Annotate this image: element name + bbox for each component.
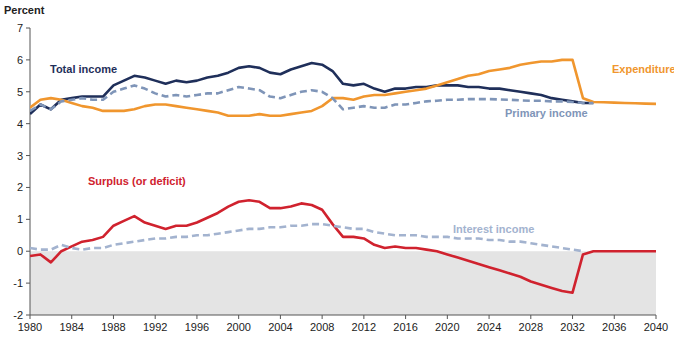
x-tick-label: 1992 <box>143 321 167 333</box>
y-tick-label: 5 <box>17 86 23 98</box>
y-tick-label: 3 <box>17 150 23 162</box>
x-tick <box>30 315 31 319</box>
y-tick-label: 2 <box>17 181 23 193</box>
x-tick <box>71 315 72 319</box>
x-tick <box>656 315 657 319</box>
x-tick-label: 1996 <box>185 321 209 333</box>
y-tick-label: 1 <box>17 213 23 225</box>
y-tick-label: 7 <box>17 22 23 34</box>
series-label: Expenditures <box>612 63 674 75</box>
y-tick <box>26 155 30 156</box>
x-tick-label: 2024 <box>477 321 501 333</box>
x-tick-label: 2016 <box>393 321 417 333</box>
x-tick-label: 2008 <box>310 321 334 333</box>
x-tick <box>113 315 114 319</box>
x-tick-label: 2036 <box>602 321 626 333</box>
x-tick <box>530 315 531 319</box>
y-tick <box>26 251 30 252</box>
x-tick <box>322 315 323 319</box>
y-tick <box>26 283 30 284</box>
x-tick <box>155 315 156 319</box>
x-tick <box>614 315 615 319</box>
y-tick-label: -1 <box>13 277 23 289</box>
y-tick <box>26 123 30 124</box>
x-tick-label: 2012 <box>352 321 376 333</box>
x-tick-label: 2004 <box>268 321 292 333</box>
y-tick <box>26 91 30 92</box>
y-tick-label: 0 <box>17 245 23 257</box>
series-label: Primary income <box>505 107 588 119</box>
y-axis <box>30 28 31 315</box>
x-tick-label: 2020 <box>435 321 459 333</box>
y-tick <box>26 315 30 316</box>
series-line <box>30 200 656 292</box>
x-tick-label: 2028 <box>519 321 543 333</box>
x-axis <box>30 315 656 316</box>
x-tick-label: 1980 <box>18 321 42 333</box>
y-tick <box>26 59 30 60</box>
y-tick <box>26 219 30 220</box>
plot-lines <box>30 60 656 293</box>
x-tick <box>238 315 239 319</box>
x-tick-label: 2032 <box>560 321 584 333</box>
x-tick <box>405 315 406 319</box>
chart: -2 -1 0 1 2 3 4 5 6 7 1980 1984 1988 1992 1996 2000 2004… <box>0 0 674 348</box>
y-tick-label: -2 <box>13 309 23 321</box>
x-tick <box>363 315 364 319</box>
y-tick-label: 6 <box>17 54 23 66</box>
x-tick-label: 2000 <box>226 321 250 333</box>
y-tick <box>26 187 30 188</box>
y-axis-label: Percent <box>4 4 45 16</box>
negative-band <box>30 251 656 315</box>
y-tick-label: 4 <box>17 118 23 130</box>
x-tick-label: 2040 <box>644 321 668 333</box>
x-tick <box>572 315 573 319</box>
series-label: Surplus (or deficit) <box>88 175 186 187</box>
series-label: Interest income <box>453 223 534 235</box>
x-tick <box>489 315 490 319</box>
x-tick-label: 1984 <box>59 321 83 333</box>
series-label: Total income <box>50 63 117 75</box>
y-tick <box>26 28 30 29</box>
x-tick-label: 1988 <box>101 321 125 333</box>
x-tick <box>447 315 448 319</box>
x-tick <box>280 315 281 319</box>
x-tick <box>196 315 197 319</box>
